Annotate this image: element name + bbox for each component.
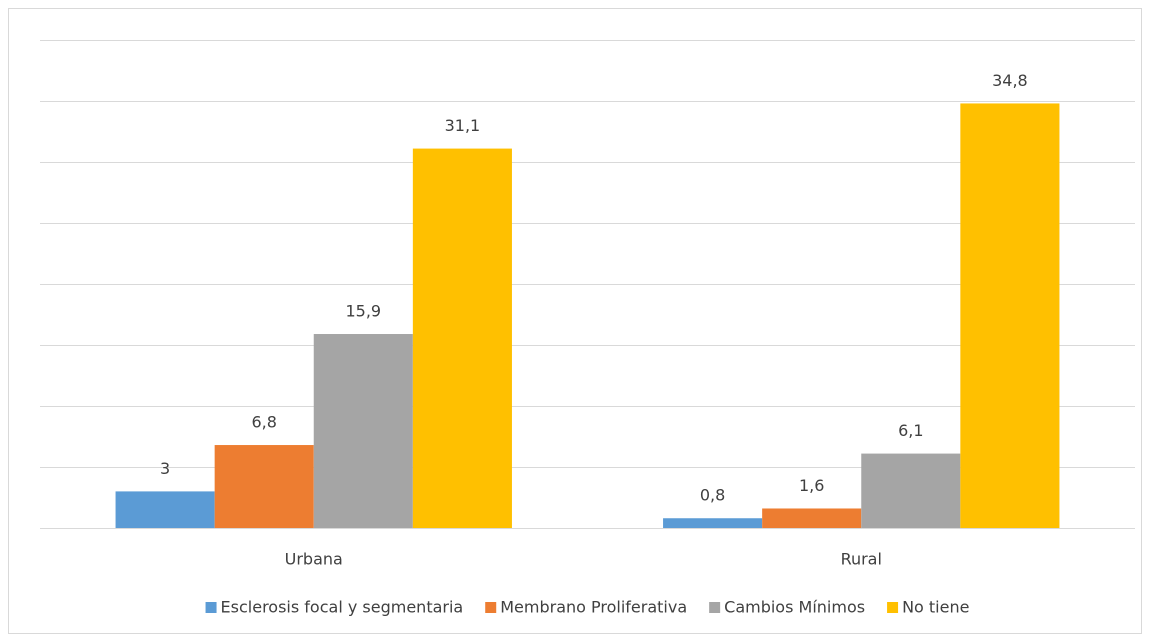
data-label: 3 bbox=[160, 459, 170, 478]
bar bbox=[861, 453, 961, 528]
chart-border bbox=[8, 8, 1142, 634]
bar bbox=[313, 334, 413, 528]
legend-swatch bbox=[205, 602, 217, 613]
bar bbox=[762, 508, 862, 528]
legend-swatch bbox=[887, 602, 899, 613]
bar bbox=[663, 518, 763, 528]
data-label: 15,9 bbox=[345, 302, 381, 321]
data-label: 31,1 bbox=[445, 116, 481, 135]
data-label: 6,1 bbox=[898, 421, 923, 440]
bar bbox=[960, 103, 1060, 528]
legend-label: Membrano Proliferativa bbox=[500, 598, 687, 617]
legend-swatch bbox=[485, 602, 497, 613]
data-label: 1,6 bbox=[799, 476, 824, 495]
bar bbox=[115, 491, 215, 528]
legend-label: Esclerosis focal y segmentaria bbox=[221, 598, 464, 617]
data-label: 34,8 bbox=[992, 71, 1028, 90]
legend-swatch bbox=[709, 602, 721, 613]
legend-label: No tiene bbox=[902, 598, 969, 617]
data-label: 0,8 bbox=[700, 486, 725, 505]
bar bbox=[214, 445, 314, 528]
bar bbox=[412, 148, 512, 528]
data-label: 6,8 bbox=[251, 413, 276, 432]
x-tick-label: Rural bbox=[841, 550, 882, 569]
x-tick-label: Urbana bbox=[285, 550, 343, 569]
legend-label: Cambios Mínimos bbox=[724, 598, 865, 617]
